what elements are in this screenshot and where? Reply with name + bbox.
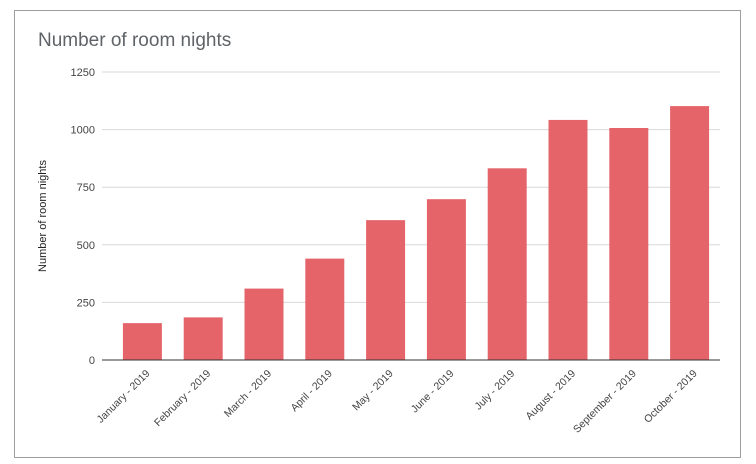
x-tick-label: May - 2019	[350, 368, 396, 414]
x-tick-label: January - 2019	[95, 368, 153, 426]
y-tick-label: 1000	[71, 125, 95, 137]
x-tick-label: June - 2019	[409, 368, 457, 416]
y-tick-label: 750	[77, 182, 95, 194]
bar	[487, 168, 527, 360]
bar	[122, 323, 162, 360]
bar	[609, 127, 649, 360]
y-tick-label: 250	[77, 297, 95, 309]
bars	[122, 106, 710, 360]
bar	[670, 106, 710, 360]
bar	[426, 199, 466, 360]
x-tick-labels: January - 2019 February - 2019 March - 201…	[95, 368, 700, 436]
bar	[548, 119, 588, 360]
x-tick-label: October - 2019	[642, 368, 700, 426]
x-tick-label: August - 2019	[523, 368, 578, 423]
bar	[305, 258, 345, 360]
y-axis-label: Number of room nights	[37, 160, 49, 272]
y-tick-label: 1250	[71, 67, 95, 79]
y-tick-label: 0	[89, 355, 95, 367]
bar	[244, 288, 284, 360]
y-tick-labels: 0 250 500 750 1000 1250	[71, 67, 95, 367]
x-tick-label: September - 2019	[571, 368, 639, 436]
x-tick-label: April - 2019	[288, 368, 335, 415]
bar	[366, 220, 406, 360]
x-tick-label: March - 2019	[222, 368, 274, 420]
x-tick-label: February - 2019	[152, 368, 213, 429]
y-tick-label: 500	[77, 240, 95, 252]
x-tick-label: July - 2019	[473, 368, 518, 413]
bar	[183, 317, 223, 360]
chart-title: Number of room nights	[38, 30, 232, 51]
